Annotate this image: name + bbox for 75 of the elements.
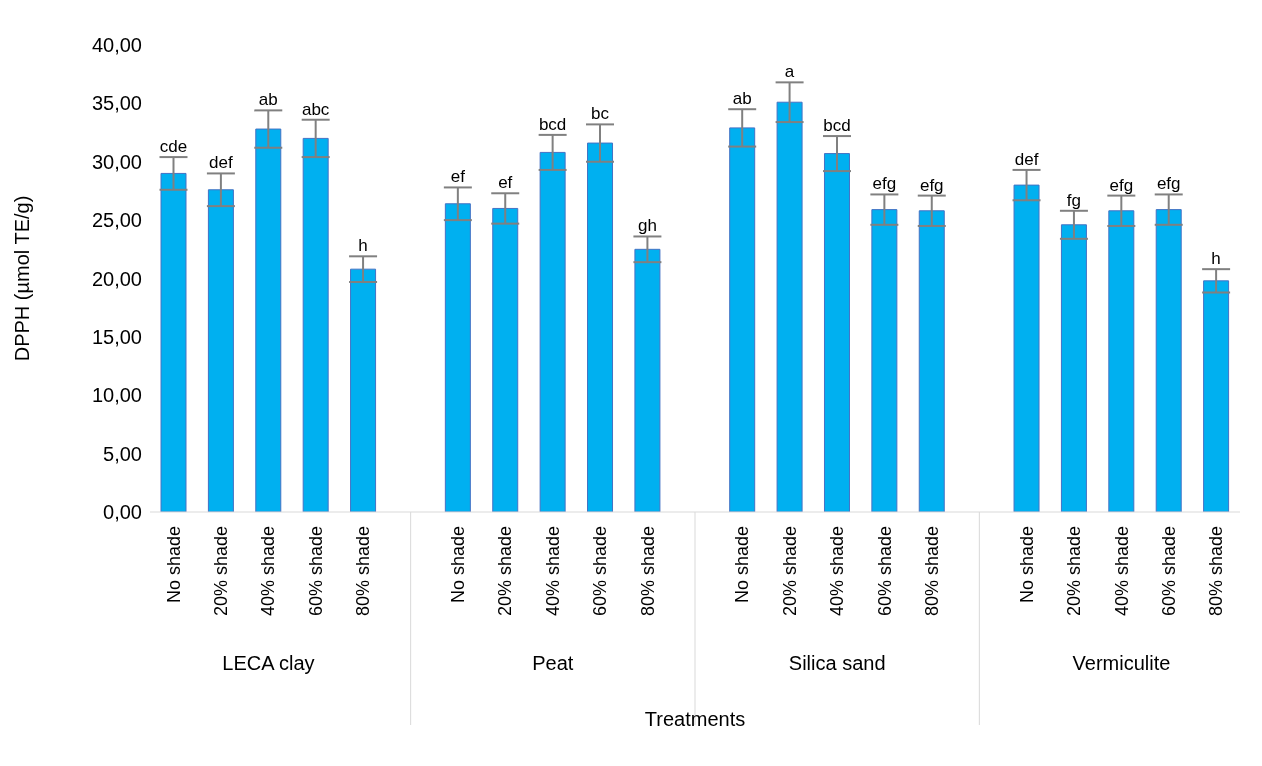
x-tick-label: 60% shade [1158, 526, 1179, 617]
bar [539, 151, 566, 512]
x-tick-label: 60% shade [590, 526, 611, 617]
x-tick-label: 40% shade [542, 526, 563, 617]
data-label: efg [919, 175, 944, 195]
bar [634, 248, 661, 512]
data-label: ab [258, 90, 278, 110]
y-tick-label: 0,00 [103, 501, 142, 524]
y-tick-label: 30,00 [91, 150, 142, 173]
y-tick-label: 10,00 [91, 384, 142, 407]
bar [776, 101, 803, 512]
data-label: ef [498, 173, 513, 193]
x-tick-label: 80% shade [637, 526, 658, 617]
x-tick-label: 40% shade [827, 526, 848, 617]
x-tick-label: 20% shade [495, 526, 516, 617]
y-tick-label: 15,00 [91, 325, 142, 348]
text: Vermiculite [1071, 652, 1172, 675]
data-label: cde [159, 137, 188, 157]
y-axis-title: DPPH (µmol TE/g) [11, 195, 34, 362]
x-axis-title: Treatments [643, 708, 747, 731]
x-tick-label: 40% shade [1111, 526, 1132, 617]
text: Silica sand [787, 652, 887, 675]
data-label: bcd [823, 116, 851, 136]
x-tick-label: 60% shade [874, 526, 895, 617]
data-label: gh [637, 216, 657, 236]
x-tick-label: No shade [163, 526, 184, 604]
x-tick-label: No shade [448, 526, 469, 604]
data-label: h [1211, 249, 1221, 269]
data-label: abc [301, 99, 330, 119]
data-label: def [209, 153, 233, 173]
x-tick-label: 60% shade [305, 526, 326, 617]
text: Peat [531, 652, 575, 675]
bar [729, 127, 756, 512]
bar [207, 189, 234, 512]
data-label: a [784, 62, 795, 82]
x-tick-label: 20% shade [211, 526, 232, 617]
bar [444, 203, 471, 512]
bar [492, 207, 519, 512]
data-label: def [1014, 149, 1039, 169]
y-tick-label: 40,00 [91, 34, 142, 57]
data-label: efg [1109, 175, 1134, 195]
data-label: h [358, 236, 368, 256]
bar [255, 128, 282, 512]
text: LECA clay [221, 652, 316, 675]
x-tick-label: 40% shade [258, 526, 279, 617]
data-label: bcd [538, 114, 567, 134]
bar [1060, 224, 1087, 512]
y-tick-label: 25,00 [91, 209, 142, 232]
data-label: ef [450, 167, 466, 187]
x-tick-label: 80% shade [921, 526, 942, 617]
bar [823, 153, 850, 512]
data-label: efg [1156, 174, 1181, 194]
y-tick-label: 5,00 [103, 442, 142, 465]
y-tick-label: 20,00 [91, 267, 142, 290]
bar [1108, 210, 1135, 512]
data-label: efg [872, 174, 897, 194]
bar [160, 172, 187, 512]
x-tick-label: 20% shade [1064, 526, 1085, 617]
bar [918, 210, 945, 512]
x-tick-label: No shade [1016, 526, 1037, 604]
bar [302, 137, 329, 512]
bar [1155, 209, 1182, 512]
data-label: fg [1066, 190, 1082, 210]
bar [871, 209, 898, 512]
bar [1203, 280, 1230, 512]
x-tick-label: 80% shade [353, 526, 374, 617]
data-label: bc [591, 104, 610, 124]
bar [587, 142, 614, 512]
bar [350, 268, 377, 512]
data-label: ab [732, 89, 752, 109]
x-tick-label: No shade [732, 526, 753, 604]
x-tick-label: 80% shade [1206, 526, 1227, 617]
bar [1013, 184, 1040, 512]
y-tick-label: 35,00 [91, 92, 142, 115]
x-tick-label: 20% shade [779, 526, 800, 617]
